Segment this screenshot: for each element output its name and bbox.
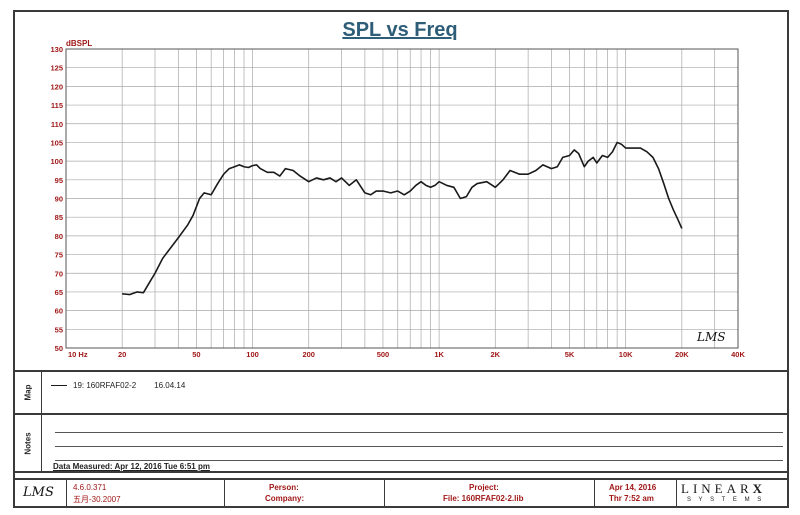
version-number: 4.6.0.371 xyxy=(73,483,107,492)
y-tick-label: 110 xyxy=(51,120,63,129)
notes-tab-label: Notes xyxy=(23,431,33,455)
series-layer xyxy=(122,141,683,296)
y-axis-unit-label: dBSPL xyxy=(66,39,92,48)
grid-lines xyxy=(65,48,739,349)
legend-swatch xyxy=(51,385,67,386)
brand-main: LINEARX xyxy=(681,481,785,496)
footer-lms-logo: LMS xyxy=(23,485,54,500)
x-tick-label: 50 xyxy=(192,350,200,359)
y-tick-label: 60 xyxy=(55,307,63,316)
chart-title: SPL vs Freq xyxy=(342,19,457,41)
version-date: 五月-30.2007 xyxy=(73,495,121,504)
legend-entry: 19: 160RFAF02-2 16.04.14 xyxy=(51,381,185,390)
y-tick-label: 100 xyxy=(50,157,63,166)
y-tick-label: 115 xyxy=(51,101,63,110)
x-tick-label: 1K xyxy=(434,350,444,359)
linearx-brand: LINEARX S Y S T E M S xyxy=(681,481,785,504)
notes-line xyxy=(55,460,425,461)
x-tick-label: 20 xyxy=(118,350,126,359)
spl-chart: SPL vs Freq dBSPL 50 55 60 65 70 75 80 85 90 95 10… xyxy=(50,19,745,359)
legend-series-id: 19: 160RFAF02-2 xyxy=(73,381,137,390)
map-panel: Map 19: 160RFAF02-2 16.04.14 xyxy=(13,370,789,415)
y-tick-label: 75 xyxy=(55,251,63,260)
footer-version-cell: 4.6.0.371 五月-30.2007 xyxy=(67,480,225,506)
x-tick-label: 40K xyxy=(731,350,745,359)
y-tick-label: 70 xyxy=(55,269,63,278)
brand-linear-text: LINEAR xyxy=(681,481,753,496)
y-tick-label: 55 xyxy=(55,325,63,334)
x-tick-label: 500 xyxy=(377,350,390,359)
brand-sub: S Y S T E M S xyxy=(687,497,765,503)
notes-panel: Notes Data Measured: Apr 12, 2016 Tue 6:… xyxy=(13,413,789,473)
notes-tab: Notes xyxy=(15,415,42,471)
x-tick-label: 100 xyxy=(246,350,259,359)
plot-area-border xyxy=(65,48,739,349)
x-tick-label: 200 xyxy=(302,350,315,359)
file-label: File: 160RFAF02-2.lib xyxy=(443,494,524,503)
x-tick-label: 10K xyxy=(619,350,633,359)
legend-series-date: 16.04.14 xyxy=(154,381,186,390)
brand-x-text: X xyxy=(752,481,767,496)
footer-datetime-cell: Apr 14, 2016 Thr 7:52 am xyxy=(595,480,677,506)
footer-person-cell: Person: Company: xyxy=(225,480,385,506)
company-label: Company: xyxy=(265,494,305,503)
y-tick-label: 95 xyxy=(55,176,63,185)
notes-line xyxy=(55,446,425,447)
lms-watermark-logo: LMS xyxy=(696,330,725,344)
footer-panel: LMS 4.6.0.371 五月-30.2007 Person: Company… xyxy=(13,478,789,508)
y-tick-label: 125 xyxy=(50,64,63,73)
y-tick-label: 50 xyxy=(55,344,63,353)
y-tick-label: 130 xyxy=(50,45,63,54)
map-tab: Map xyxy=(15,372,42,413)
footer-date: Apr 14, 2016 xyxy=(609,483,657,492)
notes-line xyxy=(55,432,425,433)
footer-time: Thr 7:52 am xyxy=(609,494,654,503)
x-tick-label: 2K xyxy=(490,350,500,359)
data-measured-text: Data Measured: Apr 12, 2016 Tue 6:51 pm xyxy=(53,462,210,471)
y-tick-label: 65 xyxy=(55,288,63,297)
notes-line xyxy=(421,432,783,433)
x-tick-label: 5K xyxy=(565,350,575,359)
notes-line xyxy=(421,446,783,447)
y-tick-label: 90 xyxy=(55,195,63,204)
y-tick-label: 105 xyxy=(50,138,63,147)
x-tick-label: 20K xyxy=(675,350,689,359)
y-tick-label: 80 xyxy=(55,232,63,241)
person-label: Person: xyxy=(269,483,299,492)
notes-line xyxy=(421,460,783,461)
spl-series-line xyxy=(122,141,683,296)
y-tick-label: 120 xyxy=(50,82,63,91)
footer-logo-cell: LMS xyxy=(15,480,67,506)
project-label: Project: xyxy=(469,483,499,492)
footer-project-cell: Project: File: 160RFAF02-2.lib xyxy=(385,480,595,506)
y-tick-label: 85 xyxy=(55,213,63,222)
axis-tick-labels: 50 55 60 65 70 75 80 85 90 95 100 105 110 115 120 125 13… xyxy=(50,45,745,359)
map-tab-label: Map xyxy=(23,384,33,401)
x-tick-label: 10 Hz xyxy=(68,350,88,359)
